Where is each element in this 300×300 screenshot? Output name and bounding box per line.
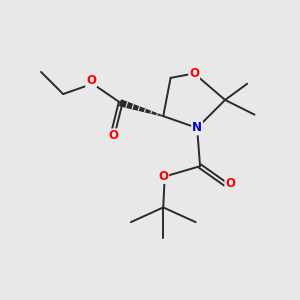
Text: O: O xyxy=(108,129,118,142)
Text: O: O xyxy=(86,74,96,87)
Text: O: O xyxy=(189,67,199,80)
Text: N: N xyxy=(192,122,202,134)
Polygon shape xyxy=(120,100,163,116)
Text: O: O xyxy=(225,177,236,190)
Text: O: O xyxy=(158,170,168,183)
